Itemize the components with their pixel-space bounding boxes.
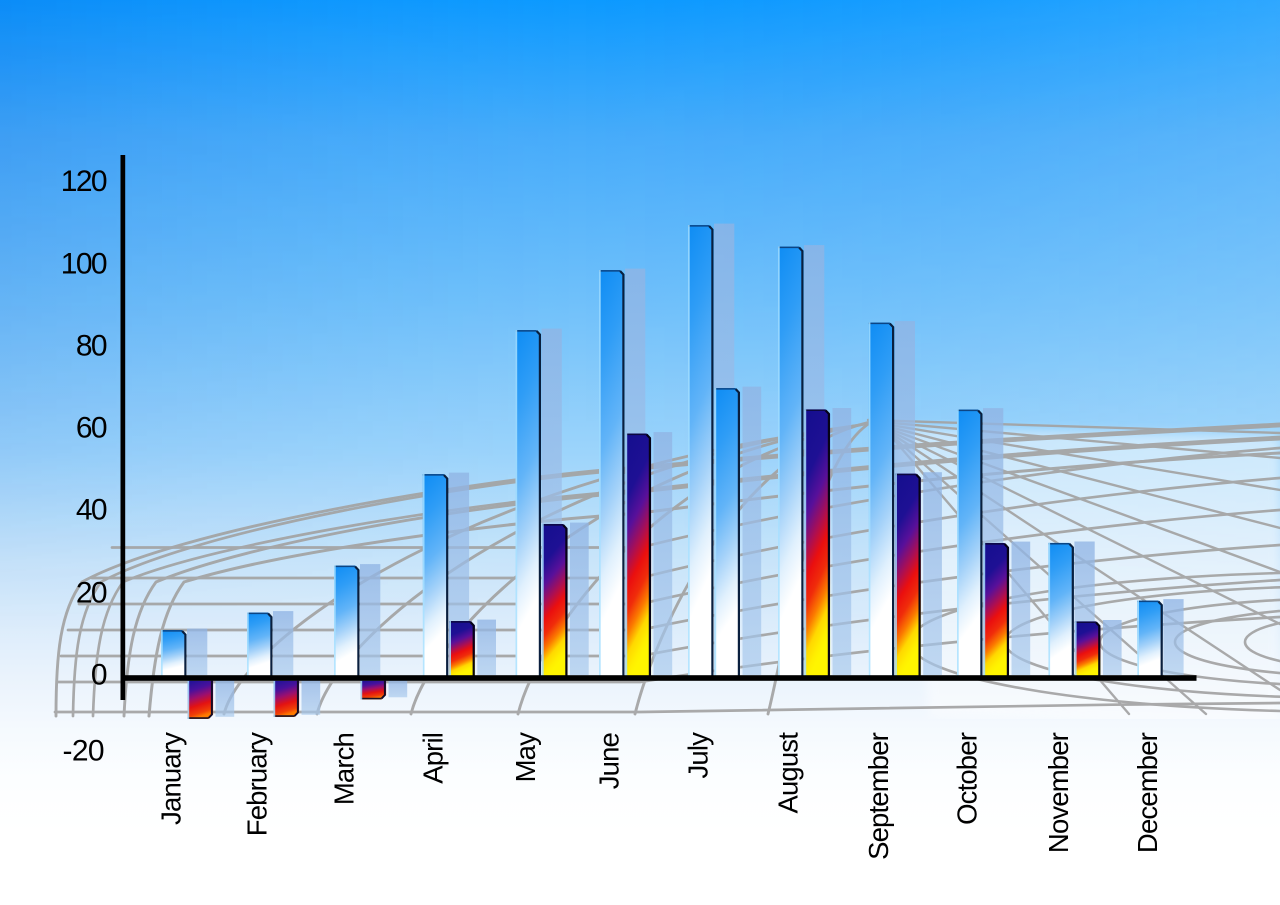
svg-text:September: September [863, 732, 894, 860]
svg-text:December: December [1132, 732, 1163, 853]
svg-text:February: February [242, 732, 273, 836]
svg-text:March: March [329, 733, 360, 805]
svg-text:July: July [683, 732, 714, 779]
svg-text:April: April [417, 733, 448, 784]
svg-text:120: 120 [61, 165, 107, 198]
svg-text:80: 80 [76, 329, 107, 362]
svg-text:0: 0 [91, 659, 107, 692]
svg-text:June: June [594, 732, 625, 789]
svg-text:-20: -20 [62, 735, 104, 768]
svg-text:60: 60 [76, 412, 107, 445]
svg-text:40: 40 [76, 494, 107, 527]
svg-text:August: August [773, 732, 804, 814]
svg-text:20: 20 [76, 576, 107, 609]
svg-text:October: October [952, 732, 983, 825]
svg-text:November: November [1043, 732, 1074, 853]
svg-text:May: May [510, 732, 541, 783]
svg-text:January: January [156, 732, 187, 825]
svg-text:100: 100 [61, 247, 107, 280]
